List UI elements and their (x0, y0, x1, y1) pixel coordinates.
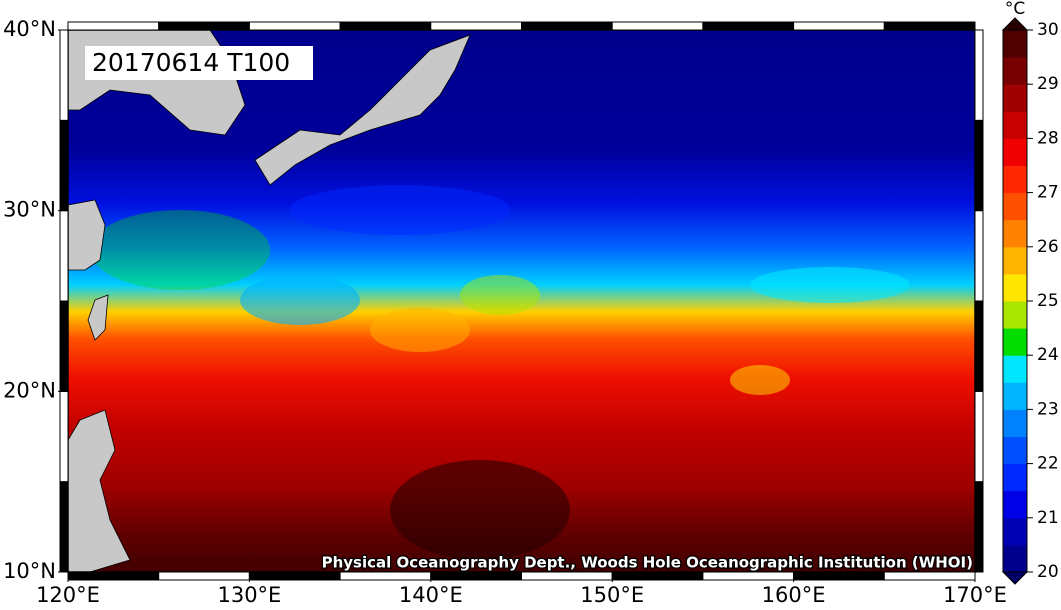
border-segment (248, 21, 341, 31)
colorbar: 20 21 22 23 24 25 26 27 28 29 30 (1001, 17, 1059, 585)
colorbar-band (1003, 409, 1027, 437)
lon-tick-label: 130°E (217, 583, 281, 607)
lon-tick-label: 140°E (399, 583, 463, 607)
border-segment (248, 571, 341, 581)
colorbar-band (1003, 111, 1027, 139)
colorbar-band (1003, 544, 1027, 573)
colorbar-band (1003, 382, 1027, 410)
colorbar-tick-label: 29 (1037, 74, 1059, 94)
border-segment (793, 571, 885, 581)
border-segment (702, 21, 795, 31)
lat-tick-label: 40°N (3, 17, 56, 41)
colorbar-band (1003, 138, 1027, 166)
colorbar-band (1003, 301, 1027, 329)
border-segment (611, 571, 704, 581)
border-segment (974, 29, 984, 121)
colorbar-band (1003, 246, 1027, 275)
colorbar-tick-label: 23 (1037, 399, 1059, 419)
colorbar-over (1001, 17, 1029, 31)
colorbar-tick-label: 24 (1037, 345, 1059, 365)
colorbar-tick-label: 21 (1037, 508, 1059, 528)
colorbar-band (1003, 192, 1027, 221)
lon-tick-label: 150°E (580, 583, 644, 607)
border-segment (974, 481, 984, 573)
colorbar-tick-label: 28 (1037, 128, 1059, 148)
border-segment (793, 21, 885, 31)
border-segment (702, 571, 795, 581)
border-segment (339, 21, 432, 31)
colorbar-band (1003, 84, 1027, 112)
border-segment (611, 21, 704, 31)
border-segment (59, 210, 69, 302)
colorbar-tick-label: 20 (1037, 562, 1059, 582)
border-segment (59, 300, 69, 392)
colorbar-band (1003, 517, 1027, 546)
sst-field (68, 30, 975, 572)
border-segment (59, 119, 69, 212)
border-segment (974, 390, 984, 483)
colorbar-band (1003, 328, 1027, 356)
border-segment (158, 571, 250, 581)
label-box (85, 46, 313, 80)
lon-tick-label: 120°E (36, 583, 100, 607)
border-segment (521, 571, 613, 581)
colorbar-tick-label: 27 (1037, 183, 1059, 203)
colorbar-band (1003, 490, 1027, 519)
colorbar-band (1003, 355, 1027, 383)
colorbar-band (1003, 165, 1027, 194)
lat-tick-label: 30°N (3, 198, 56, 222)
colorbar-band (1003, 463, 1027, 492)
border-segment (430, 21, 522, 31)
map-label: 20170614 T100 (92, 48, 290, 77)
border-segment (59, 29, 69, 121)
border-segment (974, 300, 984, 392)
colorbar-unit: °C (1005, 0, 1025, 19)
border-segment (521, 21, 613, 31)
lon-tick-label: 160°E (762, 583, 826, 607)
border-segment (883, 571, 976, 581)
border-segment (67, 571, 160, 581)
colorbar-band (1003, 436, 1027, 465)
colorbar-band (1003, 219, 1027, 248)
credit: Physical Oceanography Dept., Woods Hole … (322, 554, 973, 572)
lat-tick-label: 20°N (3, 378, 56, 402)
border-segment (158, 21, 250, 31)
border-segment (974, 210, 984, 302)
colorbar-tick-label: 25 (1037, 291, 1059, 311)
colorbar-band (1003, 30, 1027, 58)
map-border (59, 21, 984, 581)
border-segment (974, 119, 984, 212)
colorbar-band (1003, 57, 1027, 85)
border-segment (67, 21, 160, 31)
colorbar-tick-label: 26 (1037, 237, 1059, 257)
border-segment (59, 481, 69, 573)
lon-tick-label: 170°E (943, 583, 1007, 607)
border-segment (339, 571, 432, 581)
border-segment (430, 571, 522, 581)
colorbar-tick-label: 30 (1037, 20, 1059, 40)
colorbar-tick-label: 22 (1037, 454, 1059, 474)
border-segment (883, 21, 976, 31)
lat-tick-label: 10°N (3, 559, 56, 583)
colorbar-band (1003, 273, 1027, 302)
border-segment (59, 390, 69, 483)
